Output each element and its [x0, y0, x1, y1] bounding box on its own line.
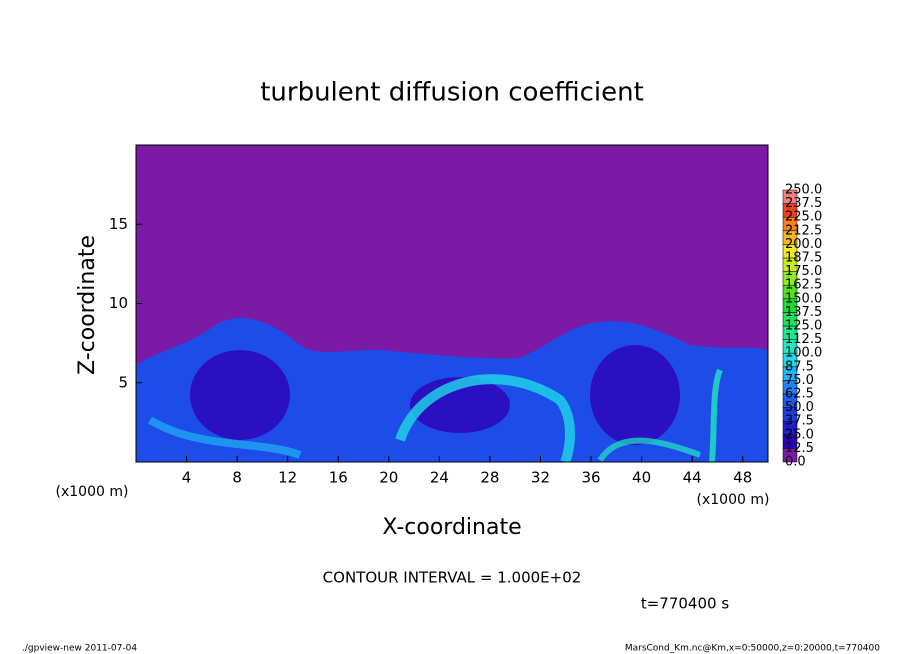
x-tick-label: 4 — [182, 469, 192, 487]
colorbar-label: 87.5 — [785, 359, 814, 374]
colorbar-label: 62.5 — [785, 387, 814, 402]
colorbar-label: 137.5 — [785, 305, 822, 320]
colorbar-label: 162.5 — [785, 278, 822, 293]
colorbar-label: 237.5 — [785, 196, 822, 211]
y-tick-label: 15 — [109, 215, 128, 233]
x-tick-label: 40 — [632, 469, 651, 487]
field — [136, 145, 768, 462]
contour-interval: CONTOUR INTERVAL = 1.000E+02 — [323, 569, 582, 587]
x-tick-label: 28 — [480, 469, 499, 487]
x-tick-label: 12 — [278, 469, 297, 487]
x-tick-label: 36 — [581, 469, 600, 487]
y-axis-label: Z-coordinate — [75, 235, 100, 375]
colorbar-label: 12.5 — [785, 441, 814, 456]
colorbar-label: 0.0 — [785, 455, 806, 470]
colorbar-label: 225.0 — [785, 210, 822, 225]
x-tick-label: 20 — [379, 469, 398, 487]
colorbar-label: 212.5 — [785, 223, 822, 238]
x-tick-label: 32 — [531, 469, 550, 487]
footer-left: ./gpview-new 2011-07-04 — [22, 644, 137, 654]
y-axis-unit: (x1000 m) — [56, 484, 129, 500]
colorbar-label: 75.0 — [785, 373, 814, 388]
shear-streak — [395, 374, 575, 462]
y-tick-label: 5 — [118, 373, 128, 391]
colorbar-label: 150.0 — [785, 291, 822, 306]
colorbar-label: 50.0 — [785, 400, 814, 415]
colorbar-label: 100.0 — [785, 346, 822, 361]
colorbar-label: 175.0 — [785, 264, 822, 279]
colorbar-label: 37.5 — [785, 414, 814, 429]
chart-title: turbulent diffusion coefficient — [260, 78, 644, 108]
shear-streak — [709, 368, 723, 462]
x-tick-label: 48 — [733, 469, 752, 487]
colorbar-label: 200.0 — [785, 237, 822, 252]
eddy-core — [190, 350, 290, 440]
x-axis-label: X-coordinate — [382, 515, 521, 540]
x-axis-unit: (x1000 m) — [697, 492, 770, 508]
eddy-core — [590, 345, 680, 445]
colorbar-label: 112.5 — [785, 332, 822, 347]
time-label: t=770400 s — [641, 595, 729, 613]
colorbar-label: 250.0 — [785, 183, 822, 198]
shear-streak — [147, 416, 302, 459]
x-tick-label: 24 — [430, 469, 449, 487]
colorbar-label: 25.0 — [785, 427, 814, 442]
colorbar-box — [782, 189, 798, 204]
shear-streak — [597, 437, 702, 462]
footer-right: MarsCond_Km.nc@Km,x=0:50000,z=0:20000,t=… — [625, 644, 880, 654]
colorbar-label: 187.5 — [785, 251, 822, 266]
colorbar-label: 125.0 — [785, 319, 822, 334]
x-tick-label: 8 — [232, 469, 242, 487]
y-tick-label: 10 — [109, 294, 128, 312]
x-tick-label: 16 — [329, 469, 348, 487]
x-tick-label: 44 — [683, 469, 702, 487]
